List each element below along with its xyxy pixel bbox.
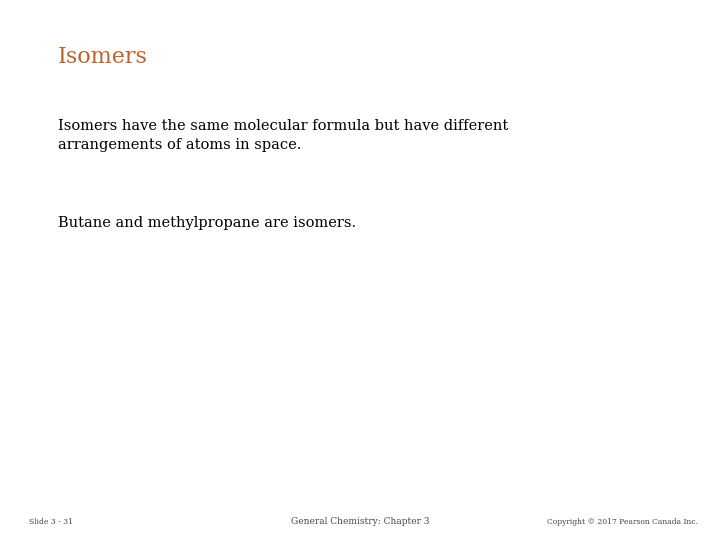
Text: Isomers have the same molecular formula but have different
arrangements of atoms: Isomers have the same molecular formula … (58, 119, 508, 152)
Text: Isomers: Isomers (58, 46, 148, 68)
Text: General Chemistry: Chapter 3: General Chemistry: Chapter 3 (291, 517, 429, 526)
Text: Butane and methylpropane are isomers.: Butane and methylpropane are isomers. (58, 216, 356, 230)
Text: Slide 3 - 31: Slide 3 - 31 (29, 518, 73, 526)
Text: Copyright © 2017 Pearson Canada Inc.: Copyright © 2017 Pearson Canada Inc. (547, 518, 698, 526)
